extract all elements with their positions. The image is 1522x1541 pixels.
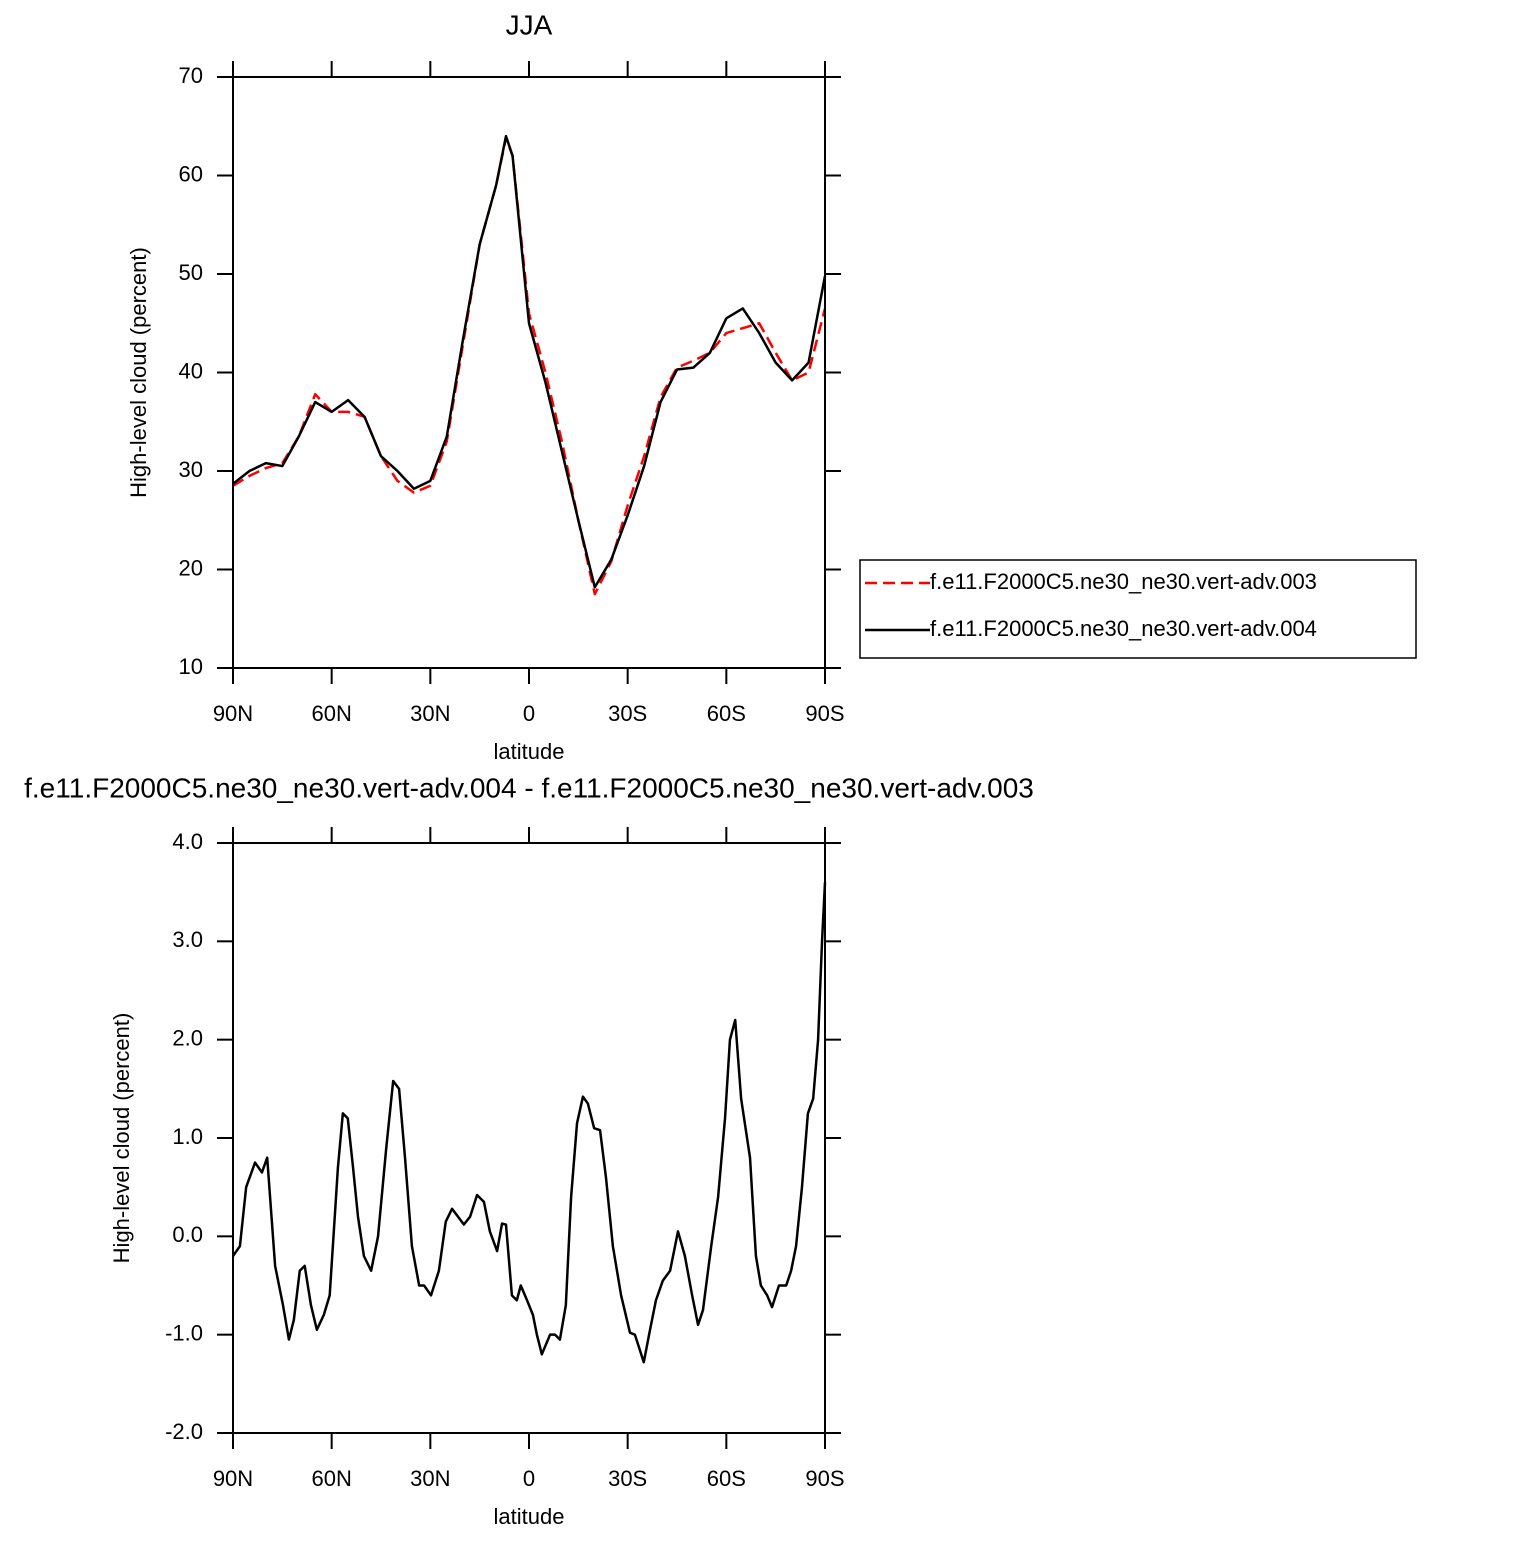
y-tick-label: 4.0: [172, 829, 203, 854]
y-tick-label: 3.0: [172, 927, 203, 952]
y-axis-label: High-level cloud (percent): [109, 1013, 134, 1264]
x-axis-label: latitude: [494, 1504, 565, 1529]
x-tick-label: 30N: [410, 701, 450, 726]
y-tick-label: 40: [179, 358, 203, 383]
y-tick-label: 2.0: [172, 1025, 203, 1050]
x-tick-label: 90S: [805, 1466, 844, 1491]
chart-title: f.e11.F2000C5.ne30_ne30.vert-adv.004 - f…: [24, 772, 1034, 803]
legend-box: [859, 559, 1417, 659]
x-tick-label: 90N: [213, 1466, 253, 1491]
data-line: [231, 882, 827, 1364]
x-tick-label: 90S: [805, 701, 844, 726]
plot-frame: [232, 842, 826, 1434]
x-tick-label: 60N: [311, 701, 351, 726]
x-axis-label: latitude: [494, 739, 565, 764]
y-tick-label: 0.0: [172, 1222, 203, 1247]
y-tick-label: 60: [179, 161, 203, 186]
y-tick-label: 1.0: [172, 1124, 203, 1149]
legend-label: f.e11.F2000C5.ne30_ne30.vert-adv.003: [930, 569, 1317, 594]
x-tick-label: 60N: [311, 1466, 351, 1491]
x-tick-label: 60S: [707, 701, 746, 726]
y-tick-label: -2.0: [165, 1419, 203, 1444]
x-tick-label: 30S: [608, 701, 647, 726]
y-tick-label: -1.0: [165, 1320, 203, 1345]
chart-title: JJA: [506, 9, 553, 40]
y-tick-label: 30: [179, 457, 203, 482]
x-tick-label: 60S: [707, 1466, 746, 1491]
data-line: [232, 136, 827, 596]
data-line: [232, 134, 827, 589]
x-tick-label: 0: [523, 701, 535, 726]
y-tick-label: 10: [179, 654, 203, 679]
x-tick-label: 30N: [410, 1466, 450, 1491]
legend-label: f.e11.F2000C5.ne30_ne30.vert-adv.004: [930, 616, 1317, 641]
plot-frame: [232, 76, 826, 669]
x-tick-label: 90N: [213, 701, 253, 726]
y-axis-label: High-level cloud (percent): [126, 247, 151, 498]
x-tick-label: 0: [523, 1466, 535, 1491]
x-tick-label: 30S: [608, 1466, 647, 1491]
y-tick-label: 20: [179, 555, 203, 580]
y-tick-label: 50: [179, 260, 203, 285]
y-tick-label: 70: [179, 63, 203, 88]
